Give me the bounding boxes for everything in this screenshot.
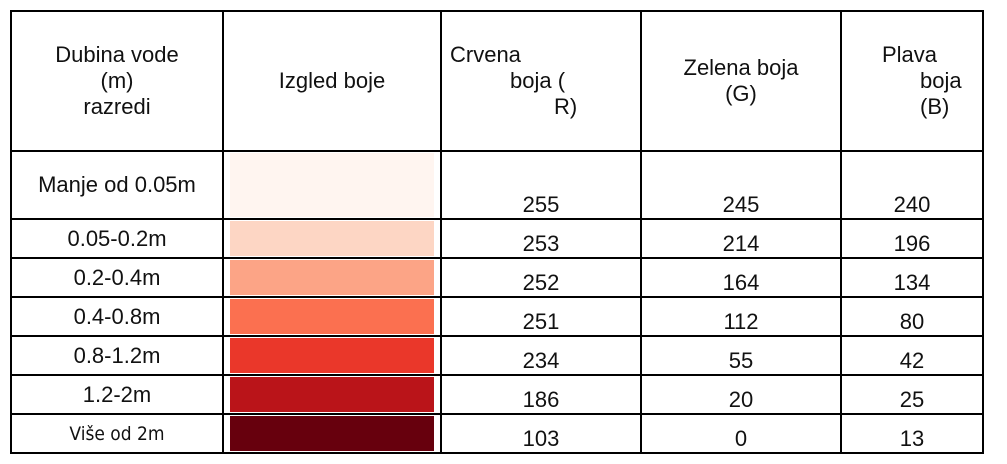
rgb-value: 255 xyxy=(440,150,642,220)
header-text: (B) xyxy=(920,94,950,119)
color-swatch xyxy=(230,299,434,334)
rgb-value: 20 xyxy=(640,374,842,415)
header-text: Dubina vode xyxy=(55,42,179,67)
header-cell: Izgled boje xyxy=(222,10,442,152)
header-text: Plava xyxy=(882,42,938,67)
color-swatch xyxy=(230,377,434,412)
header-text: (G) xyxy=(725,81,757,106)
depth-class: 0.05-0.2m xyxy=(10,218,224,259)
rgb-value: 186 xyxy=(440,374,642,415)
swatch-cell xyxy=(222,257,442,298)
color-swatch xyxy=(230,416,434,451)
swatch-cell xyxy=(222,335,442,376)
data-row: 0.2-0.4m 252 164 134 xyxy=(10,257,984,298)
rgb-value: 240 xyxy=(840,150,984,220)
rgb-value: 234 xyxy=(440,335,642,376)
color-swatch xyxy=(230,221,434,256)
rgb-value: 0 xyxy=(640,413,842,454)
header-text: boja ( xyxy=(510,68,566,93)
header-cell: Plava boja (B) xyxy=(840,10,984,152)
rgb-value: 134 xyxy=(840,257,984,298)
data-row: Više od 2m 103 0 13 xyxy=(10,413,984,454)
rgb-value: 112 xyxy=(640,296,842,337)
depth-class: Manje od 0.05m xyxy=(10,150,224,220)
rgb-value: 80 xyxy=(840,296,984,337)
data-row: 1.2-2m 186 20 25 xyxy=(10,374,984,415)
color-swatch xyxy=(230,260,434,295)
swatch-cell xyxy=(222,413,442,454)
color-swatch xyxy=(230,153,434,217)
swatch-cell xyxy=(222,296,442,337)
rgb-value: 253 xyxy=(440,218,642,259)
table-body: Dubina vode (m) razredi Izgled boje Crvena bo… xyxy=(10,10,984,454)
depth-class: 0.8-1.2m xyxy=(10,335,224,376)
depth-class: 0.4-0.8m xyxy=(10,296,224,337)
header-cell: Dubina vode (m) razredi xyxy=(10,10,224,152)
rgb-value: 214 xyxy=(640,218,842,259)
swatch-cell xyxy=(222,150,442,220)
swatch-cell xyxy=(222,374,442,415)
data-row: 0.05-0.2m 253 214 196 xyxy=(10,218,984,259)
header-text: Crvena xyxy=(450,42,521,67)
data-row: Manje od 0.05m 255 245 240 xyxy=(10,150,984,220)
header-text: Zelena boja xyxy=(683,55,799,80)
header-row: Dubina vode (m) razredi Izgled boje Crvena bo… xyxy=(10,10,984,152)
color-table: Dubina vode (m) razredi Izgled boje Crvena bo… xyxy=(10,10,984,454)
header-cell: Zelena boja (G) xyxy=(640,10,842,152)
header-text: boja xyxy=(920,68,962,93)
data-row: 0.8-1.2m 234 55 42 xyxy=(10,335,984,376)
rgb-value: 245 xyxy=(640,150,842,220)
rgb-value: 252 xyxy=(440,257,642,298)
rgb-value: 25 xyxy=(840,374,984,415)
depth-class: 1.2-2m xyxy=(10,374,224,415)
rgb-value: 55 xyxy=(640,335,842,376)
swatch-cell xyxy=(222,218,442,259)
depth-class: 0.2-0.4m xyxy=(10,257,224,298)
rgb-value: 103 xyxy=(440,413,642,454)
header-text: razredi xyxy=(83,94,151,119)
color-swatch xyxy=(230,338,434,373)
header-text: Izgled boje xyxy=(278,68,386,93)
rgb-value: 196 xyxy=(840,218,984,259)
rgb-value: 13 xyxy=(840,413,984,454)
data-row: 0.4-0.8m 251 112 80 xyxy=(10,296,984,337)
header-text: (m) xyxy=(100,68,134,93)
rgb-value: 251 xyxy=(440,296,642,337)
depth-class: Više od 2m xyxy=(10,413,224,454)
rgb-value: 164 xyxy=(640,257,842,298)
rgb-value: 42 xyxy=(840,335,984,376)
header-cell: Crvena boja (R) xyxy=(440,10,642,152)
header-text: R) xyxy=(554,94,578,119)
